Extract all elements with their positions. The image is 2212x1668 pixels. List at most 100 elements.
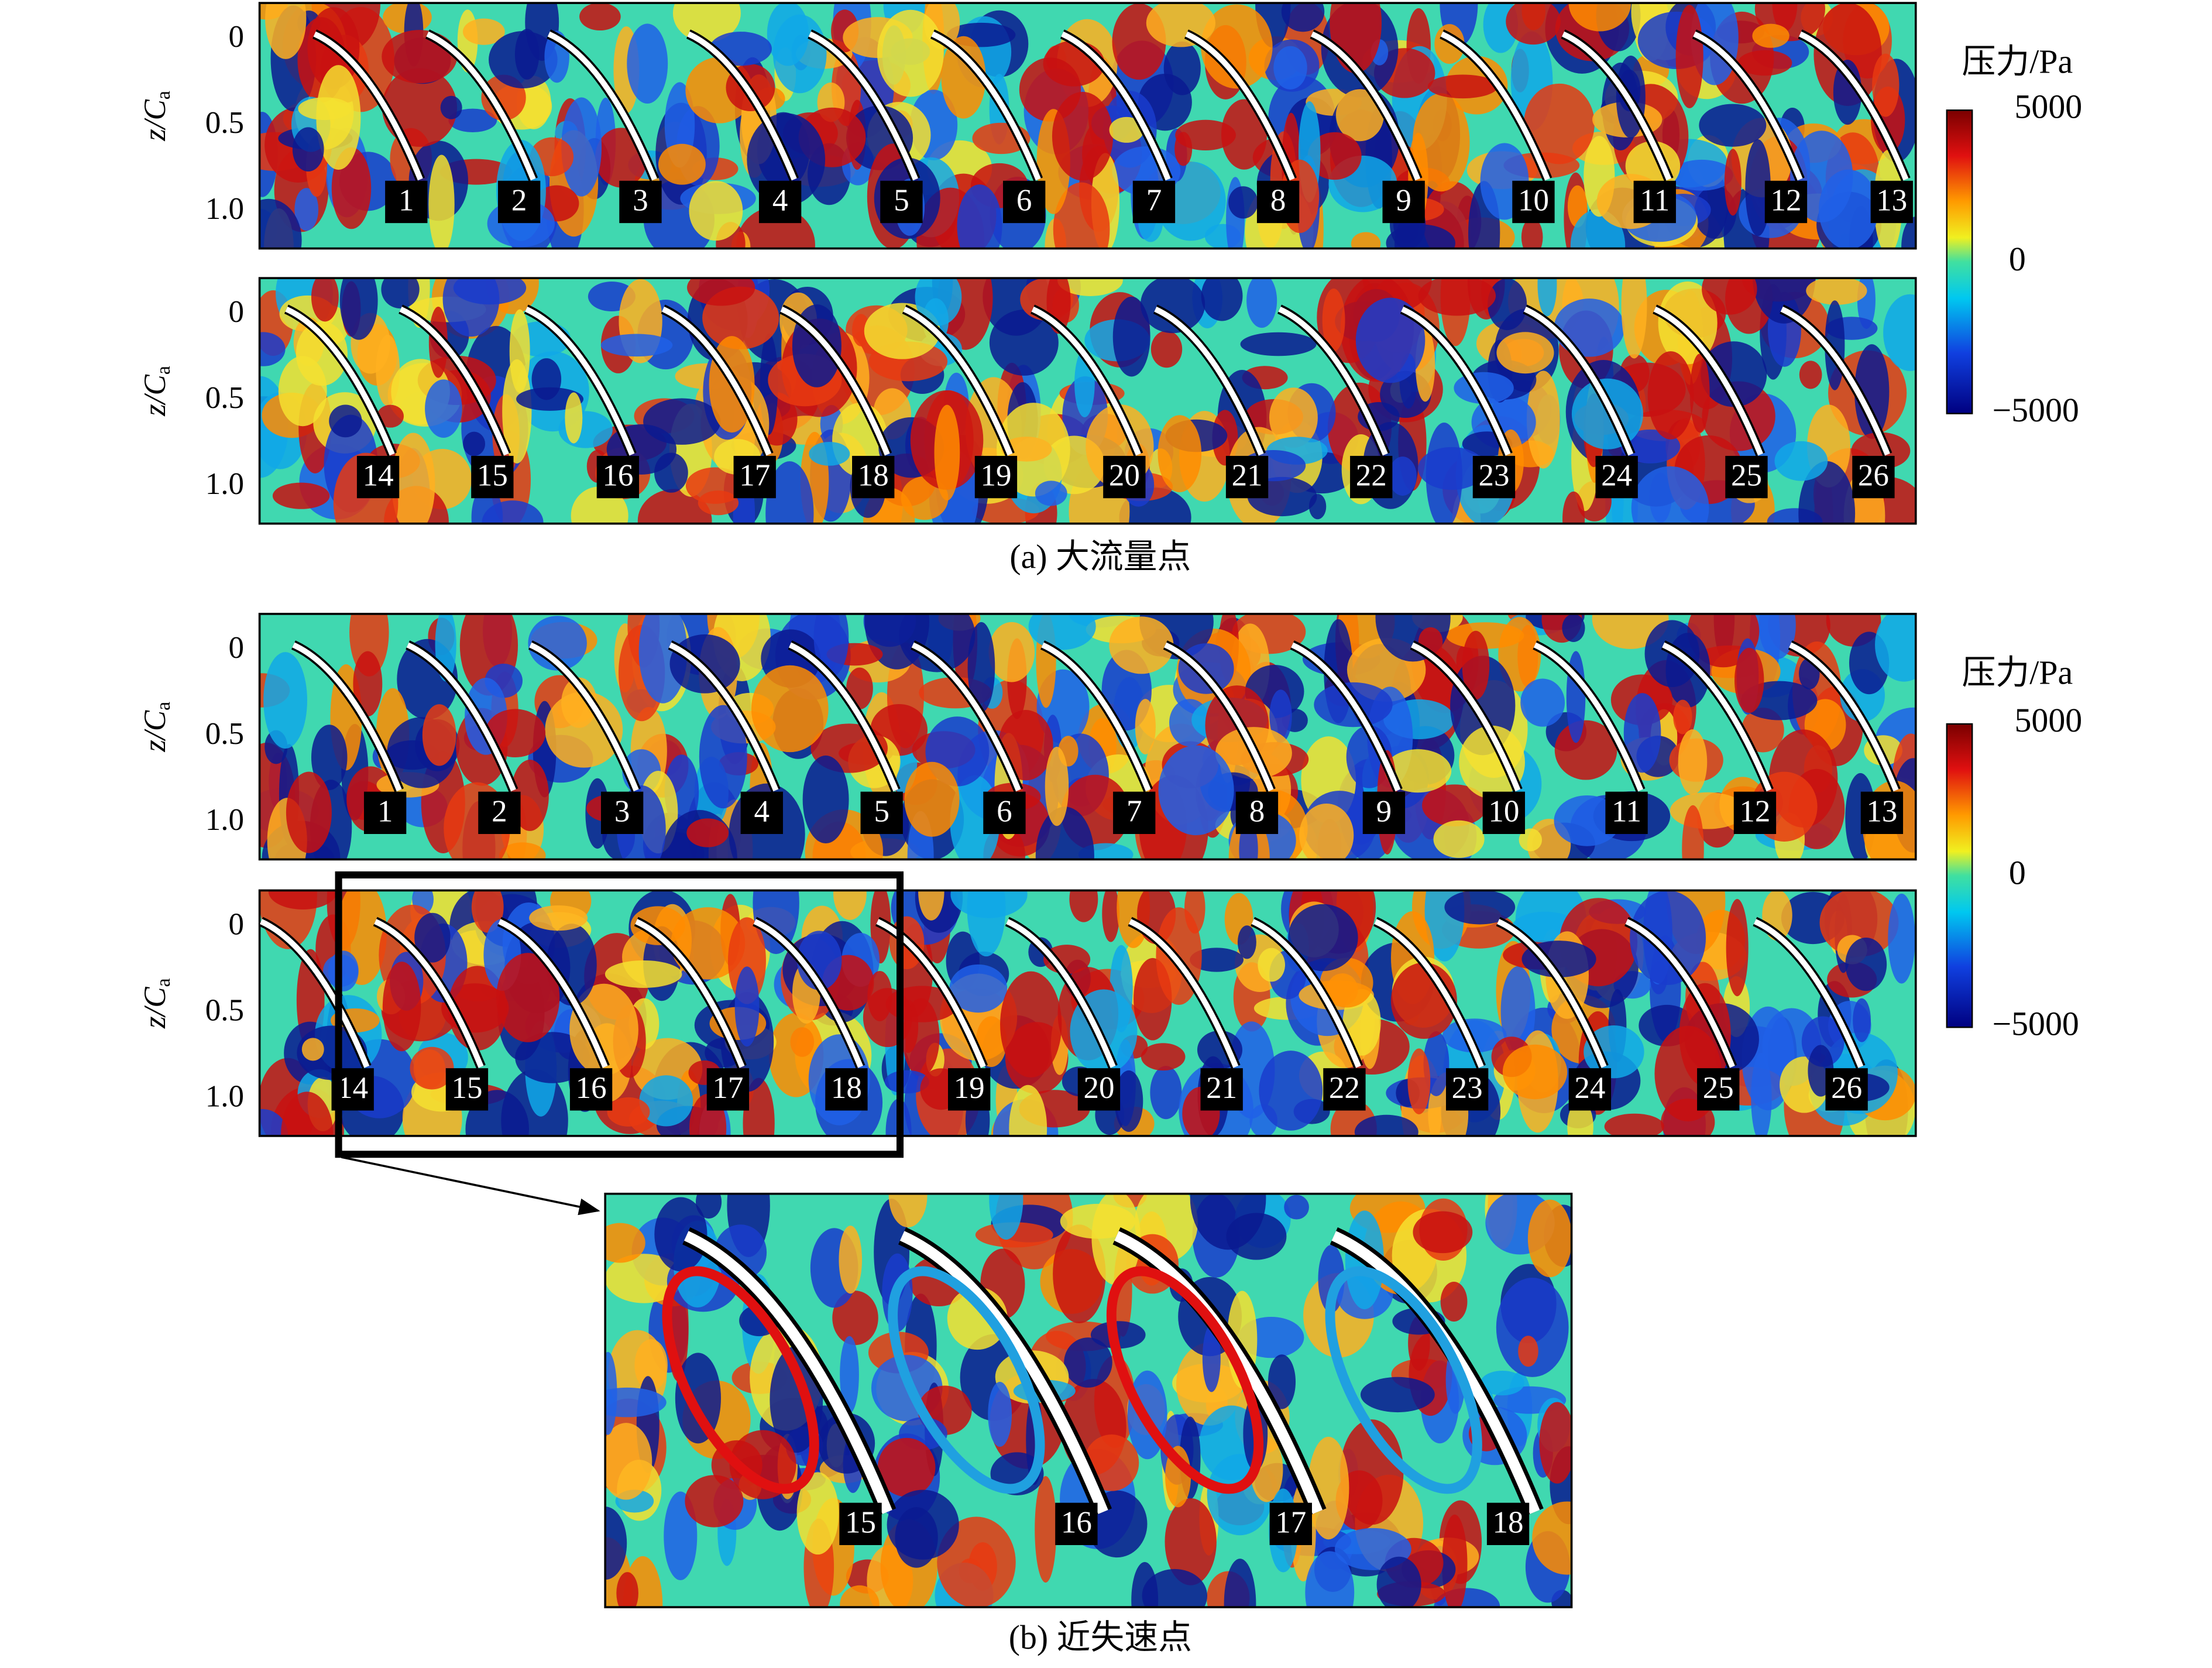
blade-label: 8 — [1270, 184, 1286, 218]
contour-blob — [1675, 5, 1703, 109]
y-tick-label: 1.0 — [205, 803, 244, 837]
field-frame — [604, 1192, 1573, 1608]
contour-blob — [1496, 332, 1554, 374]
contour-blob — [884, 1070, 929, 1094]
contour-blob — [1000, 971, 1062, 1077]
blade-label: 4 — [772, 184, 788, 218]
colorbar-tick-label: 0 — [2009, 240, 2026, 278]
blade-label: 10 — [1488, 794, 1519, 828]
blade-label: 21 — [1232, 459, 1263, 493]
contour-blob — [949, 964, 1008, 1013]
blade — [1662, 642, 1772, 792]
contour-blob — [1418, 447, 1486, 490]
contour-blob — [1702, 278, 1757, 315]
blade — [292, 642, 402, 792]
contour-field — [259, 278, 1916, 524]
contour-blob — [1157, 415, 1202, 493]
blade-label-box — [948, 1068, 991, 1111]
blade-label: 17 — [1275, 1505, 1306, 1539]
field-frame — [258, 277, 1917, 525]
blade-label-box — [1200, 1068, 1243, 1111]
blade — [1251, 919, 1361, 1068]
blade — [1185, 31, 1295, 181]
contour-blob — [840, 1585, 880, 1608]
contour-blob — [382, 30, 458, 84]
contour-blob — [605, 1351, 617, 1435]
contour-blob — [904, 761, 960, 837]
y-axis-label: z/Ca — [138, 366, 174, 417]
blade-label: 7 — [1126, 794, 1142, 828]
contour-blob — [1288, 904, 1358, 972]
blade-label-box — [1605, 791, 1648, 834]
blade-label-box — [1362, 791, 1406, 834]
contour-blob — [989, 1193, 1023, 1240]
contour-blob — [1224, 1559, 1256, 1608]
blade-label: 3 — [633, 184, 648, 218]
contour-blob — [1521, 218, 1543, 249]
contour-blob — [634, 1339, 668, 1391]
contour-blob — [1385, 749, 1452, 793]
highlight-ellipse — [888, 1266, 1045, 1494]
contour-blob — [294, 188, 319, 231]
contour-blob — [1001, 437, 1052, 462]
contour-blob — [1112, 296, 1150, 377]
contour-blob — [1726, 898, 1749, 997]
contour-blob — [839, 1226, 863, 1294]
blade — [1374, 919, 1484, 1068]
y-tick-label: 1.0 — [205, 192, 244, 226]
blade-label-box — [497, 180, 541, 224]
blade — [525, 306, 635, 456]
blade-label-box — [1235, 791, 1279, 834]
contour-blob — [1498, 617, 1541, 692]
contour-blob — [877, 9, 944, 97]
contour-blob — [561, 97, 602, 197]
contour-blob — [699, 705, 747, 809]
blade-label-box — [1350, 455, 1393, 499]
contour-blob — [1699, 104, 1767, 147]
blade-label-box — [1486, 1502, 1530, 1545]
blade-label-box — [1055, 1502, 1098, 1545]
blade — [1693, 31, 1803, 181]
contour-blob — [422, 704, 456, 766]
contour-blob — [1045, 746, 1069, 826]
blade — [1789, 642, 1899, 792]
blade-label: 7 — [1146, 184, 1162, 218]
blade-label-box — [1132, 180, 1176, 224]
contour-blob — [1872, 53, 1900, 117]
contour-blob — [1269, 689, 1292, 743]
contour-blob — [809, 441, 850, 466]
contour-blob — [1433, 820, 1485, 858]
blade-label: 6 — [997, 794, 1012, 828]
contour-blob — [1745, 139, 1771, 236]
contour-blob — [1427, 74, 1498, 99]
contour-blob — [639, 1075, 693, 1127]
contour-blob — [339, 278, 378, 340]
contour-blob — [381, 278, 420, 308]
contour-blob — [1305, 1551, 1355, 1608]
contour-blob — [1883, 294, 1916, 371]
contour-blob — [1502, 1044, 1568, 1100]
blade-label: 1 — [399, 184, 414, 218]
blade-label: 16 — [576, 1071, 607, 1105]
y-tick-label: 0 — [229, 20, 245, 54]
contour-blob — [1604, 1113, 1664, 1136]
contour-blob — [281, 1092, 334, 1136]
blade-label-box — [1472, 455, 1516, 499]
y-axis-label-main: z/C — [138, 987, 172, 1029]
blade-label: 13 — [1866, 794, 1897, 828]
colorbar-tick-label: 0 — [2009, 854, 2026, 892]
colorbar — [1946, 723, 1973, 1028]
blade-label-box — [1852, 455, 1895, 499]
field-frame — [258, 2, 1917, 250]
contour-blob — [675, 1353, 722, 1444]
contour-blob — [382, 962, 421, 1052]
contour-blob — [1753, 278, 1816, 324]
contour-blob — [1752, 23, 1789, 48]
contour-blob — [1523, 83, 1595, 164]
contour-blob — [1307, 132, 1362, 180]
contour-blob — [1090, 1321, 1146, 1349]
colorbar-tick-label: 5000 — [2015, 701, 2083, 739]
contour-blob — [1221, 99, 1268, 170]
contour-blob — [1724, 149, 1742, 216]
